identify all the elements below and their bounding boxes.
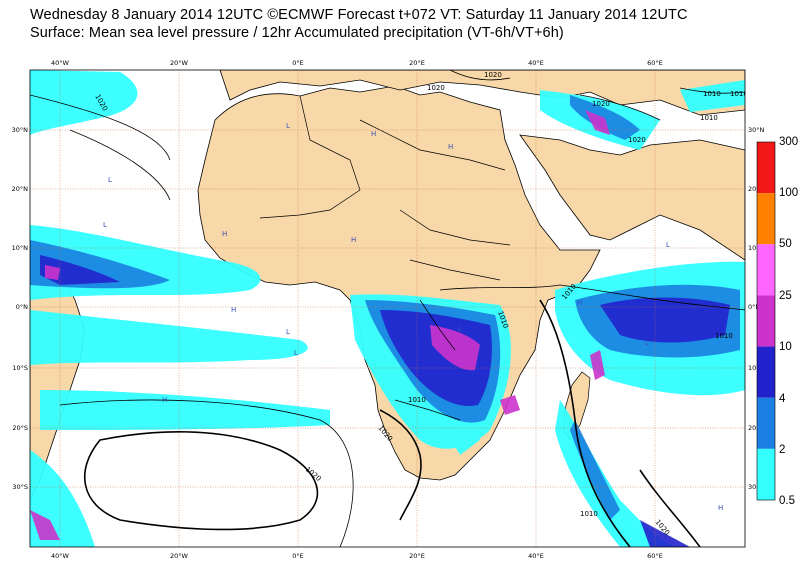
colorbar-label: 2 — [779, 444, 786, 456]
tick-label: 10°N — [12, 244, 29, 252]
isobar-label: 1020 — [427, 84, 445, 92]
colorbar-label: 300 — [779, 136, 799, 148]
tick-label: 20°N — [12, 185, 29, 193]
pressure-centre-marker: L — [666, 241, 670, 249]
isobar-label: 1010 — [715, 332, 733, 340]
tick-label: 40°W — [51, 552, 70, 560]
colorbar-swatch — [757, 244, 775, 296]
tick-label: 20°W — [170, 59, 189, 67]
pressure-centre-marker: H — [577, 299, 582, 307]
colorbar-swatch — [757, 448, 775, 500]
pressure-centre-marker: H — [448, 143, 453, 151]
tick-label: 40°E — [528, 59, 544, 67]
map-frame — [29, 69, 746, 548]
pressure-centre-marker: L — [458, 325, 462, 333]
colorbar-swatch — [757, 346, 775, 398]
land-arabia — [519, 134, 745, 261]
tick-label: 10°N — [748, 244, 765, 252]
colorbar-swatch — [757, 193, 775, 245]
tick-label: 10°S — [748, 364, 764, 372]
isobar-label: 1010 — [700, 114, 718, 122]
pressure-centre-marker: L — [108, 176, 112, 184]
colorbar-swatch — [757, 397, 775, 449]
pressure-centre-marker: H — [231, 306, 236, 314]
tick-label: 30°N — [12, 126, 29, 134]
country-borders — [259, 95, 511, 421]
colorbar-label: 25 — [779, 290, 792, 302]
precip-colorbar — [756, 141, 776, 501]
tick-label: 20°W — [170, 552, 189, 560]
isobar-label: 1010 — [730, 90, 748, 98]
land-europe — [219, 70, 745, 116]
tick-label: 40°W — [51, 59, 70, 67]
colorbar-frame — [756, 141, 776, 501]
chart-title: Wednesday 8 January 2014 12UTC ©ECMWF Fo… — [30, 7, 688, 23]
isobars — [30, 70, 745, 547]
pressure-centre-marker: L — [286, 328, 290, 336]
colorbar-label: 4 — [779, 393, 786, 405]
pressure-centre-marker: H — [351, 236, 356, 244]
chart-subtitle: Surface: Mean sea level pressure / 12hr … — [30, 25, 564, 41]
pressure-centre-marker: L — [103, 221, 107, 229]
tick-label: 10°S — [12, 364, 28, 372]
colorbar-swatch — [757, 295, 775, 347]
pressure-centre-marker: H — [222, 230, 227, 238]
colorbar-label: 10 — [779, 341, 792, 353]
tick-label: 0°N — [748, 303, 760, 311]
tick-label: 30°N — [748, 126, 765, 134]
tick-label: 60°E — [647, 59, 663, 67]
pressure-centre-marker: H — [371, 130, 376, 138]
tick-label: 20°E — [409, 59, 425, 67]
isobar-label: 1020 — [484, 71, 502, 79]
isobar-label: 1020 — [628, 136, 646, 144]
colorbar-label: 100 — [779, 187, 799, 199]
tick-label: 0°E — [292, 552, 304, 560]
tick-label: 30°S — [748, 483, 764, 491]
pressure-centre-marker: H — [162, 396, 167, 404]
tick-label: 20°E — [409, 552, 425, 560]
pressure-centre-marker: L — [286, 122, 290, 130]
tick-label: 40°E — [528, 552, 544, 560]
tick-label: 60°E — [647, 552, 663, 560]
isobar-label: 1010 — [580, 510, 598, 518]
map-layers: 1020 1020 1020 1020 1020 1010 1010 1010 … — [30, 70, 748, 547]
tick-label: 30°S — [12, 483, 28, 491]
isobar-label: 1020 — [592, 100, 610, 108]
pressure-centre-marker: H — [718, 504, 723, 512]
tick-label: 20°N — [748, 185, 765, 193]
isobar-label: 1010 — [408, 396, 426, 404]
pressure-centre-marker: L — [645, 339, 649, 347]
pressure-centres: H L H H L H H L L L H L H L H L — [103, 122, 723, 512]
tick-label: 20°S — [748, 424, 764, 432]
precip-very-heavy — [30, 110, 610, 540]
pressure-centre-marker: L — [294, 349, 298, 357]
colorbar-label: 0.5 — [779, 495, 795, 507]
colorbar-label: 50 — [779, 238, 792, 250]
grid — [30, 70, 745, 547]
isobar-label: 1010 — [703, 90, 721, 98]
tick-label: 0°E — [292, 59, 304, 67]
axis-tick-labels: 40°W 40°W 20°W 20°W 0°E 0°E 20°E 20°E 40°E 40°E 60… — [12, 59, 765, 560]
colorbar-swatch — [757, 142, 775, 194]
tick-label: 0°N — [16, 303, 28, 311]
tick-label: 20°S — [12, 424, 28, 432]
